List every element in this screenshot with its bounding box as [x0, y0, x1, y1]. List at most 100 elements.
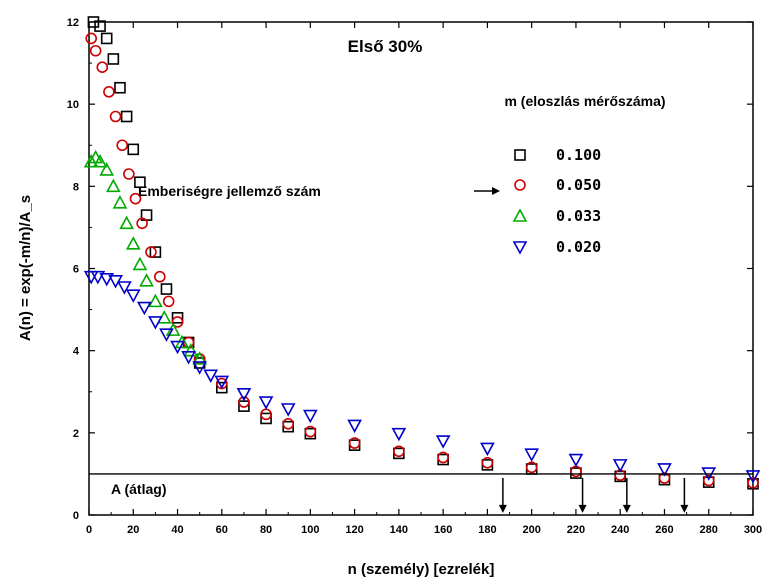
chart-title: Első 30%	[348, 37, 423, 56]
data-point	[103, 86, 115, 98]
y-tick-label: 2	[73, 428, 79, 440]
arrow-head	[578, 504, 587, 513]
data-point	[136, 301, 152, 316]
data-point	[123, 168, 135, 180]
data-point	[148, 316, 163, 330]
y-tick-label: 10	[67, 99, 79, 111]
data-point	[119, 215, 134, 230]
arrow-head	[622, 504, 631, 513]
legend: 0.100 0.050 0.033 0.020	[512, 146, 601, 256]
data-point	[94, 20, 106, 32]
y-tick-label: 4	[73, 346, 80, 358]
data-point	[105, 178, 121, 193]
data-point	[149, 246, 162, 258]
legend-label: 0.020	[556, 238, 601, 256]
data-point	[127, 143, 140, 156]
data-point	[258, 396, 274, 410]
data-point	[480, 442, 495, 457]
data-point	[302, 409, 318, 424]
data-point	[183, 342, 199, 357]
x-tick-label: 240	[611, 524, 629, 536]
data-point	[112, 195, 128, 209]
data-point	[393, 445, 405, 458]
x-tick-label: 260	[655, 524, 673, 536]
data-point	[83, 154, 99, 168]
data-point	[85, 32, 98, 45]
data-point	[391, 427, 407, 442]
data-point	[145, 246, 157, 258]
arrow-head	[498, 504, 507, 513]
data-point	[435, 435, 451, 449]
series-layer	[83, 16, 761, 490]
legend-label: 0.050	[556, 176, 601, 194]
data-point	[524, 448, 540, 462]
data-point	[116, 139, 128, 152]
x-tick-label: 140	[390, 524, 408, 536]
data-point	[117, 281, 132, 295]
data-point	[657, 463, 672, 477]
data-point	[90, 270, 106, 285]
data-point	[171, 316, 184, 328]
data-point	[148, 293, 163, 308]
x-tick-label: 80	[260, 524, 272, 536]
data-point	[114, 81, 126, 94]
data-point	[132, 256, 148, 271]
data-point	[159, 328, 174, 342]
data-point	[437, 451, 449, 464]
data-point	[747, 477, 759, 489]
average-label: A (átlag)	[111, 481, 166, 497]
x-tick-label: 100	[301, 524, 319, 536]
x-axis: 0 20 40 60 80 100 120 140 160 180 200 220 240 260 280 3…	[86, 22, 762, 536]
legend-title: m (eloszlás mérőszáma)	[504, 93, 665, 109]
data-point	[92, 154, 108, 168]
data-point	[238, 396, 250, 408]
y-tick-label: 0	[73, 510, 79, 522]
x-axis-title: n (személy) [ezrelék]	[348, 561, 495, 578]
data-point	[129, 192, 142, 205]
data-point	[96, 61, 109, 73]
x-tick-label: 20	[127, 524, 139, 536]
average-arrows	[498, 477, 689, 513]
y-axis-title: A(n) = exp(-m/n)/A_s	[17, 195, 34, 341]
y-tick-label: 12	[67, 17, 79, 29]
data-point	[170, 340, 185, 355]
data-point	[525, 461, 538, 474]
data-point	[260, 412, 272, 425]
x-tick-label: 40	[171, 524, 183, 536]
legend-label: 0.033	[556, 207, 601, 225]
series-0.033	[83, 149, 208, 365]
x-tick-label: 120	[345, 524, 363, 536]
data-point	[304, 425, 317, 438]
x-tick-label: 280	[700, 524, 718, 536]
data-point	[120, 110, 133, 123]
data-point	[702, 474, 715, 487]
data-point	[109, 110, 122, 123]
data-point	[481, 457, 494, 469]
series-0.020	[83, 270, 761, 484]
data-point	[181, 351, 196, 365]
data-point	[280, 403, 296, 417]
data-point	[282, 417, 295, 430]
data-point	[134, 176, 146, 189]
data-point	[87, 16, 100, 28]
data-point	[192, 351, 208, 365]
x-tick-label: 60	[216, 524, 228, 536]
data-point	[99, 162, 115, 176]
data-point	[160, 283, 173, 295]
data-point	[162, 295, 175, 308]
data-point	[192, 361, 208, 375]
data-point	[100, 32, 113, 45]
data-point	[89, 44, 102, 57]
legend-marker	[512, 241, 528, 255]
data-point	[216, 381, 228, 394]
legend-marker	[514, 179, 526, 191]
arrow-head	[680, 504, 689, 513]
data-point	[214, 375, 230, 390]
data-point	[99, 272, 115, 287]
data-point	[347, 419, 362, 434]
data-point	[136, 217, 148, 230]
x-tick-label: 0	[86, 524, 92, 536]
humanity-annotation: Emberiségre jellemző szám	[138, 183, 321, 199]
x-tick-label: 200	[522, 524, 540, 536]
